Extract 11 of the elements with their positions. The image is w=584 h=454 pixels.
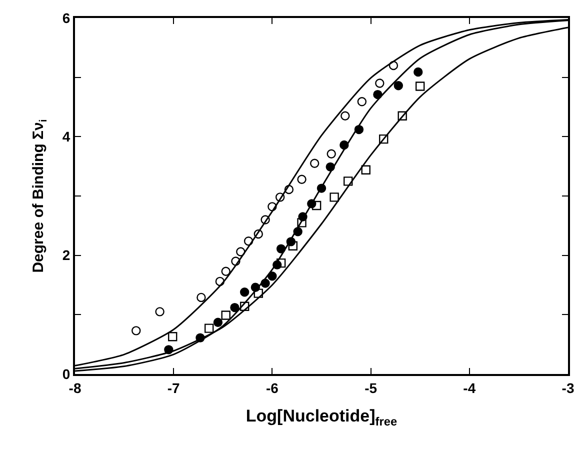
x-tick-label: -5 bbox=[364, 380, 378, 396]
x-tick-label: -8 bbox=[68, 380, 82, 396]
y-tick-label: 2 bbox=[62, 247, 70, 264]
y-tick-label: 0 bbox=[62, 366, 70, 382]
x-tick-label: -7 bbox=[167, 380, 180, 396]
x-axis-title: Log[Nucleotide]$_{free}$ bbox=[246, 406, 398, 428]
y-tick-label: 4 bbox=[62, 128, 70, 145]
y-tick-label: 6 bbox=[62, 10, 70, 26]
x-tick-label: -6 bbox=[266, 380, 279, 396]
x-tick-label: -3 bbox=[562, 380, 574, 396]
x-tick-label: -4 bbox=[463, 380, 476, 396]
